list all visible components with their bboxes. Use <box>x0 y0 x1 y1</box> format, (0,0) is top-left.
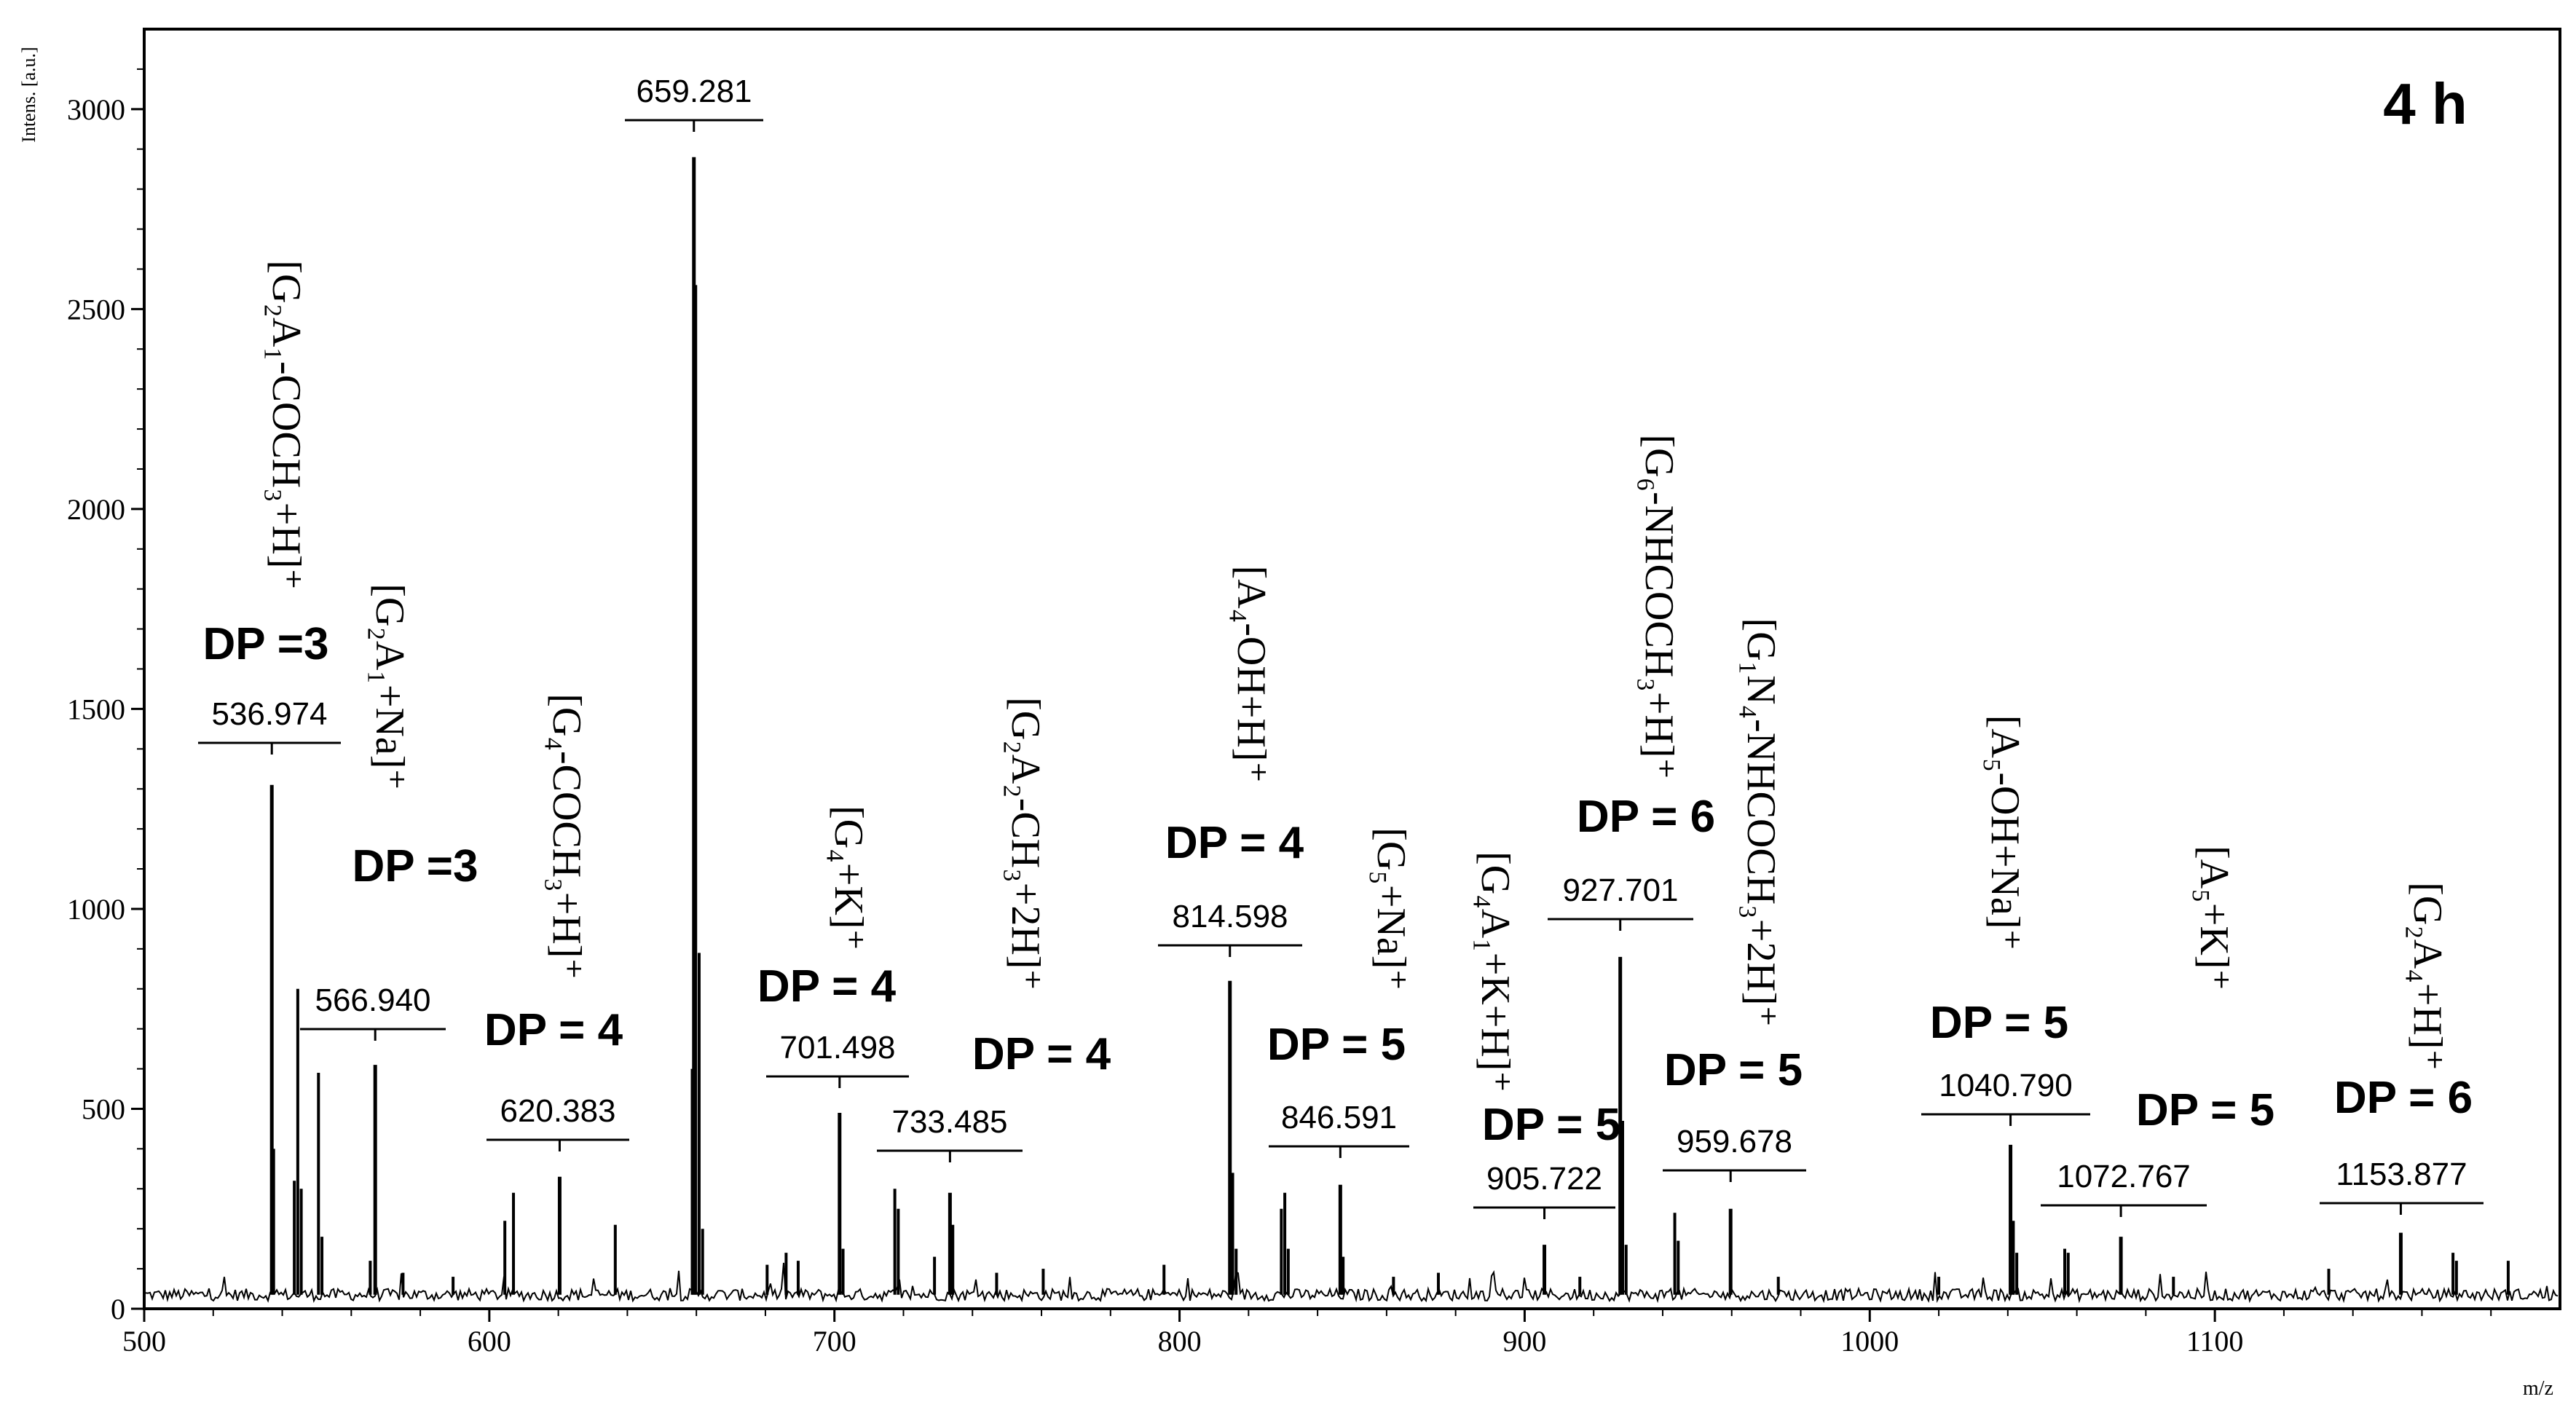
dp-label: DP = 5 <box>2136 1085 2274 1135</box>
dp-label: DP = 6 <box>1577 792 1715 842</box>
peak-mz-label: 959.678 <box>1677 1124 1792 1159</box>
peak-mz-label: 566.940 <box>315 982 430 1018</box>
dp-label: DP = 4 <box>757 961 897 1012</box>
x-tick-label: 700 <box>813 1325 856 1358</box>
peak-mz-label: 701.498 <box>779 1030 895 1066</box>
ion-assignment-label: [G₂A₁-COCH₃+H]⁺ <box>264 260 309 590</box>
x-tick-label: 600 <box>468 1325 511 1358</box>
peak-mz-label: 659.281 <box>636 74 752 109</box>
ion-assignment-label: [G₅+Na]⁺ <box>1368 827 1414 990</box>
peak-mz-label: 1072.767 <box>2057 1159 2191 1194</box>
peak-mz-label: 733.485 <box>891 1104 1007 1140</box>
panel-label: 4 h <box>2383 71 2467 136</box>
dp-label: DP =3 <box>352 841 478 891</box>
peak-mz-label: 536.974 <box>211 696 327 732</box>
spectrum-baseline <box>145 1262 2559 1304</box>
dp-label: DP = 5 <box>1482 1100 1620 1150</box>
dp-label: DP = 4 <box>1165 818 1304 868</box>
ion-assignment-label: [G₁N₄-NHCOCH₃+2H]⁺ <box>1738 618 1784 1027</box>
dp-label: DP = 5 <box>1664 1045 1803 1095</box>
ion-assignment-label: [G₂A₄+H]⁺ <box>2405 882 2450 1071</box>
y-tick-label: 1000 <box>67 893 125 926</box>
x-tick-label: 800 <box>1158 1325 1202 1358</box>
ion-assignment-label: [G₂A₁+Na]⁺ <box>367 583 412 790</box>
dp-label: DP =3 <box>203 619 329 669</box>
x-axis-label: m/z <box>2523 1377 2553 1400</box>
y-tick-label: 500 <box>82 1092 125 1125</box>
dp-label: DP = 5 <box>1930 998 2068 1048</box>
ion-assignment-label: [A₄-OH+H]⁺ <box>1229 566 1274 783</box>
ion-assignment-label: [A₅-OH+Na]⁺ <box>1982 715 2028 950</box>
peak-mz-label: 846.591 <box>1281 1100 1397 1135</box>
x-tick-label: 1000 <box>1840 1325 1899 1358</box>
ion-assignment-label: [G₄+K]⁺ <box>826 805 871 950</box>
dp-label: DP = 4 <box>972 1029 1111 1079</box>
ion-assignment-label: [A₅+K]⁺ <box>2191 846 2237 990</box>
y-tick-label: 2500 <box>67 293 125 326</box>
peak-mz-label: 1040.790 <box>1939 1068 2073 1103</box>
ion-assignment-label: [G₆-NHCOCH₃+H]⁺ <box>1636 435 1682 779</box>
peak-mz-label: 927.701 <box>1562 873 1678 908</box>
peak-mz-label: 905.722 <box>1486 1161 1602 1197</box>
ion-assignment-label: [G₄-COCH₃+H]⁺ <box>544 693 589 980</box>
y-tick-label: 3000 <box>67 93 125 126</box>
ion-assignment-label: [G₄A₁+K+H]⁺ <box>1473 851 1518 1092</box>
peak-mz-label: 814.598 <box>1172 899 1288 934</box>
y-tick-label: 2000 <box>67 493 125 526</box>
y-tick-label: 0 <box>111 1293 125 1326</box>
dp-label: DP = 6 <box>2334 1073 2473 1123</box>
x-tick-label: 900 <box>1502 1325 1546 1358</box>
peak-mz-label: 620.383 <box>500 1093 615 1129</box>
dp-label: DP = 5 <box>1267 1020 1406 1070</box>
y-axis-label: Intens. [a.u.] <box>18 47 39 142</box>
x-tick-label: 1100 <box>2186 1325 2244 1358</box>
peak-mz-label: 1153.877 <box>2336 1157 2467 1192</box>
ion-assignment-label: [G₂A₂-CH₃+2H]⁺ <box>1003 697 1048 990</box>
y-tick-label: 1500 <box>67 693 125 725</box>
x-tick-label: 500 <box>122 1325 166 1358</box>
dp-label: DP = 4 <box>484 1005 623 1055</box>
